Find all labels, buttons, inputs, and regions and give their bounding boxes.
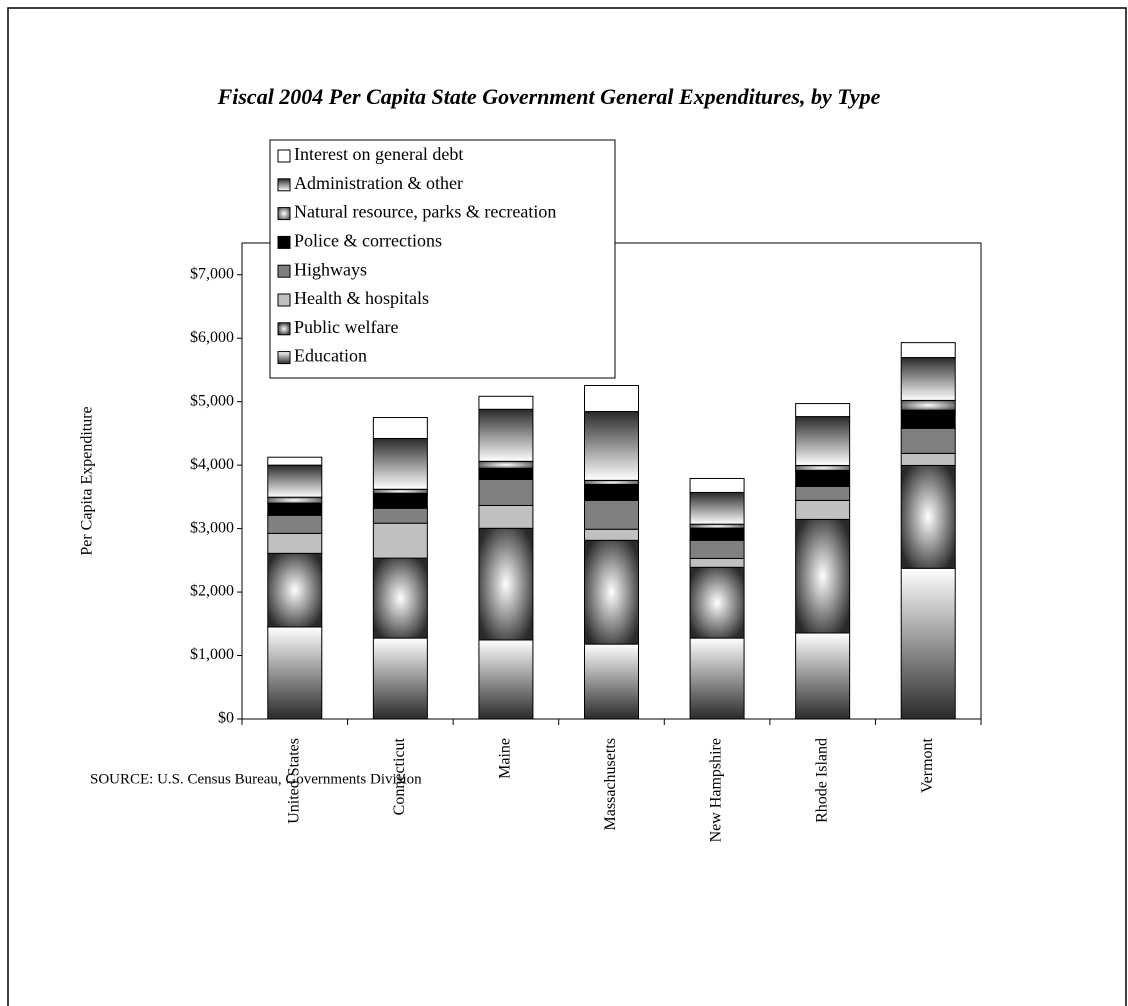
bar-segment (267, 496, 323, 504)
legend-swatch (277, 264, 291, 278)
bar-segment (689, 491, 745, 525)
legend-label: Police & corrections (294, 231, 442, 251)
bar-segment (900, 567, 956, 720)
bar-segment (795, 518, 851, 634)
bar-segment (795, 470, 851, 487)
bar-segment (900, 409, 956, 429)
bar-segment (900, 427, 956, 454)
bar-segment (795, 416, 851, 466)
bar-segment (795, 632, 851, 720)
bar-segment (372, 507, 428, 524)
legend-label: Public welfare (294, 317, 398, 337)
bar-segment (478, 478, 534, 506)
y-tick-label: $3,000 (190, 519, 234, 536)
bar-segment (900, 399, 956, 411)
legend-label: Administration & other (294, 173, 463, 193)
bar-segment (689, 539, 745, 559)
bar-segment (584, 479, 639, 485)
x-tick-label: Rhode Island (813, 738, 830, 823)
bar-segment (584, 411, 639, 481)
bar-segment (689, 527, 745, 541)
y-tick-label: $0 (218, 710, 234, 727)
bar-segment (584, 499, 639, 530)
bar-segment (372, 417, 428, 439)
bar-segment (689, 566, 745, 639)
bar-segment (267, 626, 323, 720)
legend-swatch (277, 322, 291, 336)
bar-segment (478, 395, 534, 410)
bar-segment (478, 504, 534, 529)
bar-segment (689, 637, 745, 720)
bar-segment (584, 539, 639, 645)
x-tick-label: Massachusetts (602, 738, 619, 830)
bar-segment (900, 452, 956, 466)
bar-segment (267, 552, 323, 628)
bar-segment (267, 532, 323, 554)
bar-segment (584, 528, 639, 541)
y-tick-label: $1,000 (190, 646, 234, 663)
x-tick-label: United States (285, 738, 302, 824)
bar-segment (267, 514, 323, 534)
bar-segment (372, 488, 428, 494)
legend-swatch (277, 351, 291, 365)
bar-segment (372, 557, 428, 639)
bar-segment (372, 522, 428, 559)
x-tick-label: Maine (497, 738, 514, 779)
bar-segment (372, 437, 428, 490)
x-tick-label: Connecticut (391, 737, 408, 815)
bar-segment (584, 384, 639, 413)
legend-swatch (277, 235, 291, 249)
bar-segment (900, 342, 956, 359)
chart-title: Fiscal 2004 Per Capita State Government … (217, 84, 881, 109)
legend-swatch (277, 293, 291, 307)
bar-segment (478, 467, 534, 480)
legend-label: Education (294, 346, 367, 366)
bar-segment (689, 477, 745, 493)
bar-segment (478, 408, 534, 462)
y-tick-label: $4,000 (190, 456, 234, 473)
bar-segment (795, 485, 851, 501)
bar-segment (372, 492, 428, 509)
y-tick-label: $7,000 (190, 265, 234, 282)
y-tick-label: $6,000 (190, 329, 234, 346)
bar-segment (900, 357, 956, 401)
legend-swatch (277, 149, 291, 163)
y-tick-label: $2,000 (190, 583, 234, 600)
legend-box (269, 139, 616, 379)
bar-segment (795, 464, 851, 472)
bar-segment (584, 483, 639, 501)
bar-segment (267, 456, 323, 466)
x-tick-label: New Hampshire (708, 738, 725, 842)
bar-segment (267, 502, 323, 516)
bar-segment (584, 643, 639, 720)
bar-segment (795, 499, 851, 520)
y-axis-label: Per Capita Expenditure (79, 406, 96, 555)
bar-segment (689, 523, 745, 529)
legend-swatch (277, 207, 291, 221)
x-tick-label: Vermont (919, 737, 936, 793)
bar-segment (900, 464, 956, 569)
legend-swatch (277, 178, 291, 192)
bar-segment (478, 639, 534, 720)
bar-segment (478, 527, 534, 641)
bar-segment (478, 460, 534, 469)
legend-label: Highways (294, 259, 367, 279)
bar-segment (372, 637, 428, 720)
bar-segment (267, 464, 323, 498)
legend-label: Health & hospitals (294, 288, 429, 308)
source-note: SOURCE: U.S. Census Bureau, Governments … (90, 771, 422, 787)
legend-label: Natural resource, parks & recreation (294, 202, 556, 222)
legend-label: Interest on general debt (294, 144, 463, 164)
bar-segment (689, 557, 745, 568)
y-tick-label: $5,000 (190, 392, 234, 409)
bar-segment (795, 403, 851, 418)
